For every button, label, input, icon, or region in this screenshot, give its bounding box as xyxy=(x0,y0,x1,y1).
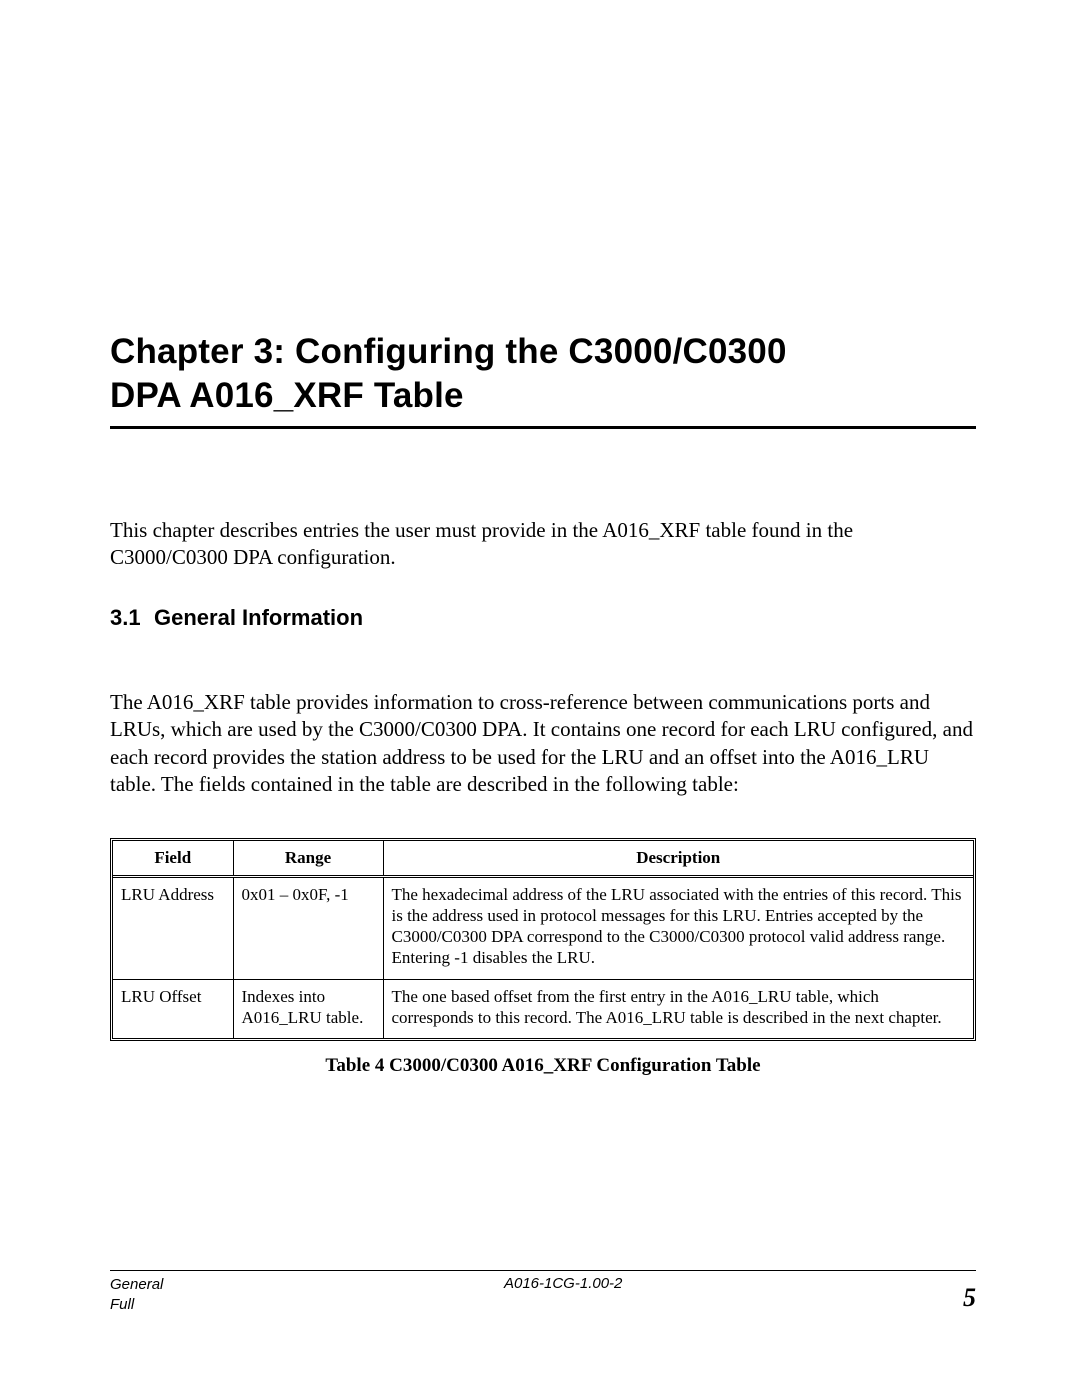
section-body: The A016_XRF table provides information … xyxy=(110,689,976,798)
table-header-row: Field Range Description xyxy=(113,841,973,876)
intro-paragraph: This chapter describes entries the user … xyxy=(110,517,976,572)
cell-description: The hexadecimal address of the LRU assoc… xyxy=(383,876,973,979)
table-caption: Table 4 C3000/C0300 A016_XRF Configurati… xyxy=(110,1055,976,1077)
cell-range: 0x01 – 0x0F, -1 xyxy=(233,876,383,979)
cell-field: LRU Offset xyxy=(113,979,233,1038)
config-table: Field Range Description LRU Address 0x01… xyxy=(113,841,973,1038)
chapter-title-line2: DPA A016_XRF Table xyxy=(110,376,464,415)
chapter-title: Chapter 3: Configuring the C3000/C0300 D… xyxy=(110,330,976,418)
cell-field: LRU Address xyxy=(113,876,233,979)
footer-left-line1: General xyxy=(110,1275,163,1295)
document-page: Chapter 3: Configuring the C3000/C0300 D… xyxy=(0,0,1080,1397)
footer-rule xyxy=(110,1270,976,1271)
section-heading: 3.1 General Information xyxy=(110,605,976,631)
footer-left: General Full xyxy=(110,1275,163,1316)
section-title: General Information xyxy=(154,605,363,631)
cell-description: The one based offset from the first entr… xyxy=(383,979,973,1038)
chapter-rule xyxy=(110,426,976,429)
config-table-wrap: Field Range Description LRU Address 0x01… xyxy=(110,838,976,1041)
th-field: Field xyxy=(113,841,233,876)
th-description: Description xyxy=(383,841,973,876)
page-footer: General Full A016-1CG-1.00-2 5 xyxy=(110,1270,976,1316)
table-row: LRU Offset Indexes into A016_LRU table. … xyxy=(113,979,973,1038)
footer-right: 5 xyxy=(963,1275,976,1313)
page-number: 5 xyxy=(963,1283,976,1313)
th-range: Range xyxy=(233,841,383,876)
section-number: 3.1 xyxy=(110,605,154,631)
chapter-title-line1: Chapter 3: Configuring the C3000/C0300 xyxy=(110,332,787,371)
cell-range: Indexes into A016_LRU table. xyxy=(233,979,383,1038)
table-row: LRU Address 0x01 – 0x0F, -1 The hexadeci… xyxy=(113,876,973,979)
footer-left-line2: Full xyxy=(110,1295,163,1315)
footer-center: A016-1CG-1.00-2 xyxy=(163,1275,963,1292)
